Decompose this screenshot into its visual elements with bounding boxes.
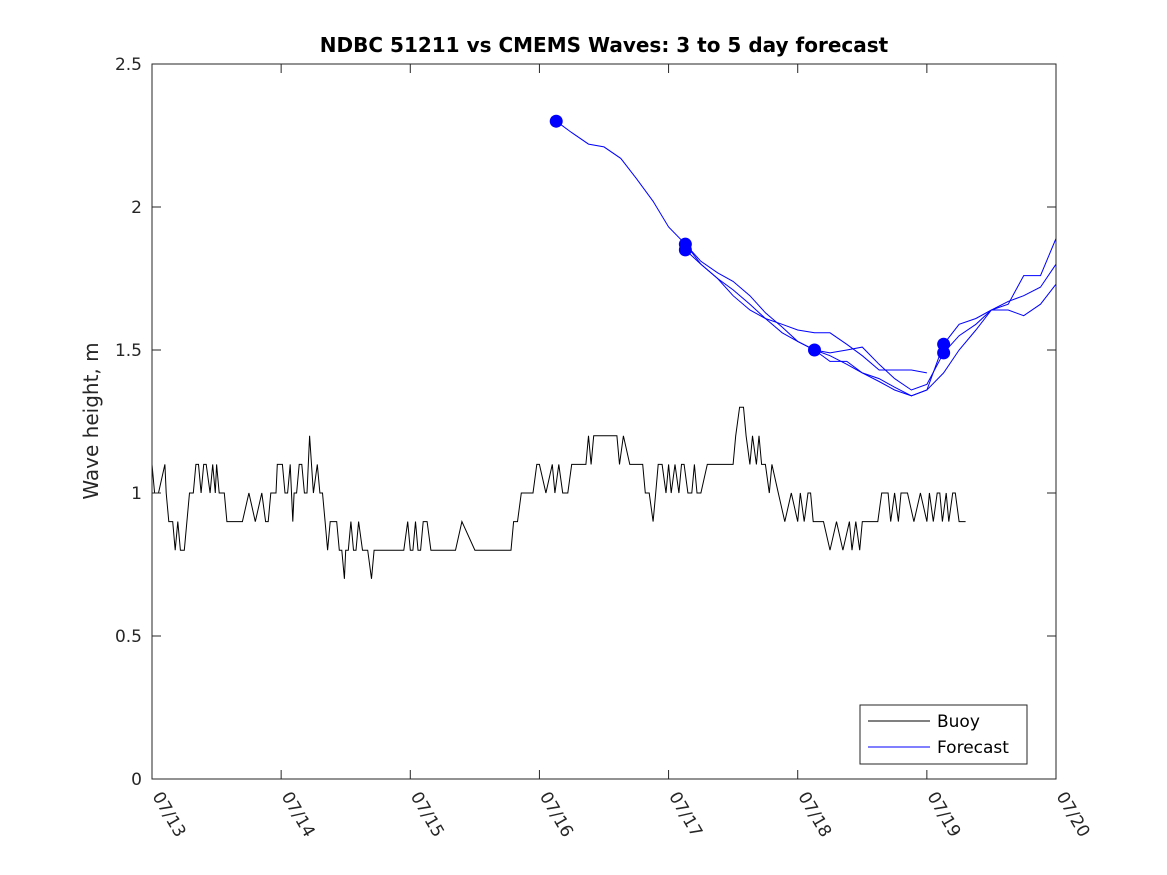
chart-legend: Buoy Forecast xyxy=(859,704,1028,765)
y-tick-label: 2.5 xyxy=(115,55,142,75)
y-tick-label: 0 xyxy=(131,770,142,790)
y-axis-label: Wave height, m xyxy=(79,342,103,499)
x-tick-label: 07/20 xyxy=(1052,789,1094,841)
forecast-marker-4 xyxy=(808,343,822,357)
y-tick-label: 0.5 xyxy=(115,627,142,647)
y-tick-label: 1.5 xyxy=(115,341,142,361)
x-tick-label: 07/17 xyxy=(664,789,706,841)
legend-forecast-label: Forecast xyxy=(937,738,1009,758)
buoy-series-line xyxy=(151,406,966,579)
legend-buoy-label: Buoy xyxy=(937,712,980,732)
x-tick-label: 07/19 xyxy=(923,789,965,841)
x-tick-label: 07/13 xyxy=(148,789,190,841)
x-tick-label: 07/14 xyxy=(277,789,319,841)
chart-title: NDBC 51211 vs CMEMS Waves: 3 to 5 day fo… xyxy=(320,33,889,57)
forecast-marker-1 xyxy=(549,114,563,128)
forecast-series-line-4 xyxy=(814,263,1057,397)
x-tick-label: 07/18 xyxy=(793,789,835,841)
forecast-series-line-3 xyxy=(685,238,1057,397)
x-tick-label: 07/15 xyxy=(406,789,448,841)
x-tick-label: 07/16 xyxy=(535,789,577,841)
forecast-marker-3 xyxy=(678,243,692,257)
forecast-marker-6 xyxy=(937,337,951,351)
forecast-series-line-2 xyxy=(685,243,1057,391)
legend-box xyxy=(859,704,1028,765)
plot-frame xyxy=(151,63,1057,780)
y-tick-label: 1 xyxy=(131,484,142,504)
y-tick-label: 2 xyxy=(131,198,142,218)
forecast-series-line-1 xyxy=(555,120,927,374)
